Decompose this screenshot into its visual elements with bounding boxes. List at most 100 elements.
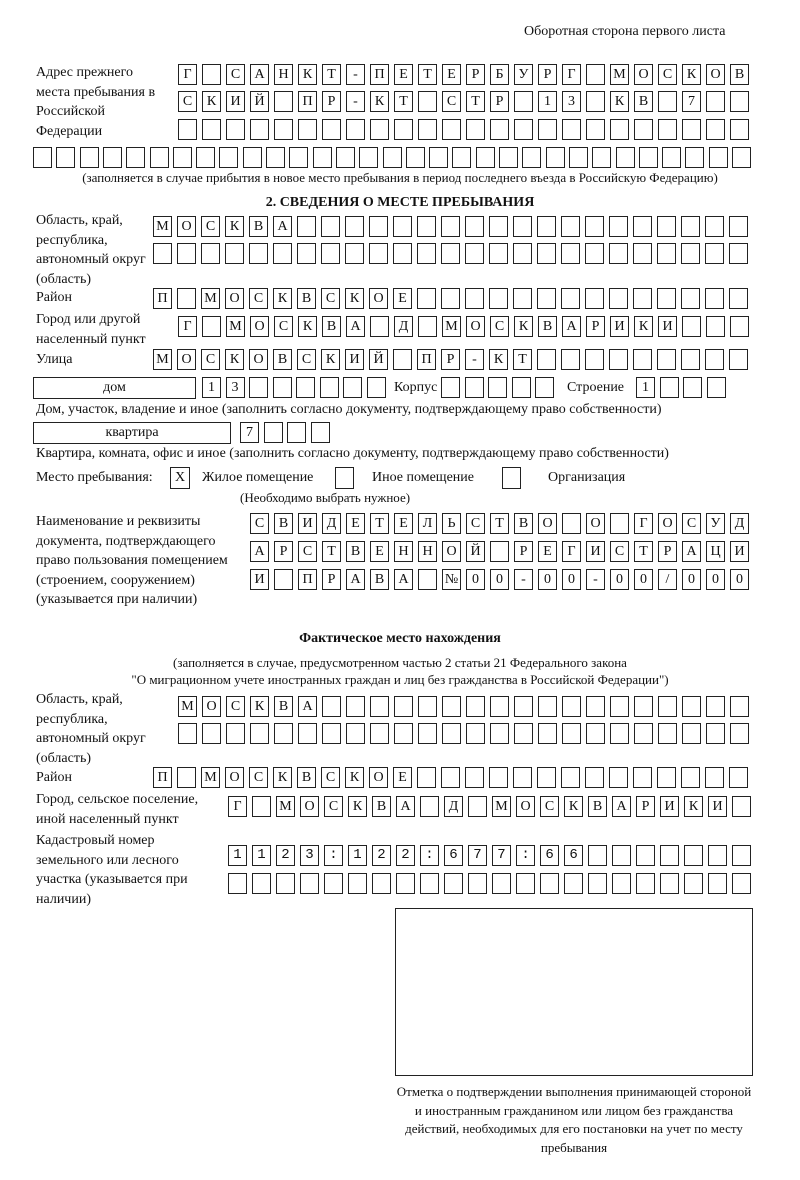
char-cell[interactable]: Е — [346, 513, 365, 534]
char-cell[interactable] — [466, 723, 485, 744]
char-cell[interactable] — [658, 723, 677, 744]
char-cell[interactable] — [706, 119, 725, 140]
char-cell[interactable] — [79, 147, 99, 168]
char-cell[interactable]: Е — [393, 767, 412, 788]
checkbox-other-premises[interactable] — [335, 467, 354, 489]
char-cell[interactable]: В — [274, 513, 293, 534]
char-cell[interactable] — [633, 767, 652, 788]
char-cell[interactable]: А — [612, 796, 631, 817]
char-cell[interactable]: Т — [466, 91, 485, 112]
char-cell[interactable] — [346, 119, 365, 140]
char-cell[interactable] — [634, 696, 653, 717]
char-cell[interactable] — [585, 216, 604, 237]
char-cell[interactable] — [490, 696, 509, 717]
char-cell[interactable]: 0 — [610, 569, 629, 590]
char-cell[interactable] — [297, 243, 316, 264]
char-cell[interactable]: П — [298, 91, 317, 112]
char-cell[interactable] — [102, 147, 122, 168]
char-cell[interactable]: А — [394, 569, 413, 590]
char-cell[interactable] — [201, 243, 220, 264]
char-cell[interactable]: О — [249, 349, 268, 370]
char-cell[interactable]: В — [297, 288, 316, 309]
char-cell[interactable]: Т — [322, 541, 341, 562]
char-cell[interactable] — [564, 845, 583, 866]
char-cell[interactable] — [369, 243, 388, 264]
char-cell[interactable]: М — [201, 767, 220, 788]
char-cell[interactable]: Т — [634, 541, 653, 562]
char-cell[interactable] — [633, 216, 652, 237]
char-cell[interactable]: Р — [466, 64, 485, 85]
char-cell[interactable] — [418, 569, 437, 590]
char-cell[interactable] — [266, 147, 285, 168]
char-cell[interactable]: В — [322, 316, 341, 337]
char-cell[interactable] — [298, 723, 317, 744]
char-cell[interactable] — [681, 243, 700, 264]
char-cell[interactable]: И — [610, 316, 629, 337]
char-cell[interactable]: В — [588, 796, 607, 817]
char-cell[interactable]: У — [706, 513, 725, 534]
char-cell[interactable]: 3 — [562, 91, 581, 112]
char-cell[interactable]: М — [153, 216, 172, 237]
char-cell[interactable]: К — [610, 91, 629, 112]
char-cell[interactable] — [609, 349, 628, 370]
char-cell[interactable] — [586, 119, 605, 140]
char-cell[interactable]: Г — [562, 541, 581, 562]
char-cell[interactable] — [562, 696, 581, 717]
char-cell[interactable] — [561, 767, 580, 788]
char-cell[interactable]: В — [346, 541, 365, 562]
char-cell[interactable] — [441, 288, 460, 309]
char-cell[interactable]: Н — [418, 541, 437, 562]
char-cell[interactable] — [492, 873, 511, 894]
char-cell[interactable] — [359, 147, 379, 168]
char-cell[interactable]: - — [346, 64, 365, 85]
char-cell[interactable] — [442, 696, 461, 717]
char-cell[interactable]: С — [442, 91, 461, 112]
char-cell[interactable] — [405, 147, 425, 168]
char-cell[interactable]: К — [634, 316, 653, 337]
char-cell[interactable]: И — [660, 796, 679, 817]
char-cell[interactable] — [226, 119, 245, 140]
char-cell[interactable] — [196, 147, 216, 168]
char-cell[interactable]: К — [298, 316, 317, 337]
char-cell[interactable]: Н — [274, 64, 293, 85]
char-cell[interactable] — [225, 243, 244, 264]
char-cell[interactable] — [592, 147, 612, 168]
char-cell[interactable]: С — [249, 767, 268, 788]
char-cell[interactable]: К — [514, 316, 533, 337]
char-cell[interactable]: Д — [322, 513, 341, 534]
char-cell[interactable] — [382, 147, 402, 168]
char-cell[interactable] — [274, 91, 293, 112]
char-cell[interactable] — [540, 845, 559, 866]
char-cell[interactable] — [609, 767, 628, 788]
char-cell[interactable] — [586, 696, 605, 717]
char-cell[interactable] — [685, 147, 705, 168]
char-cell[interactable]: С — [178, 91, 197, 112]
char-cell[interactable] — [609, 216, 628, 237]
checkbox-organization[interactable] — [502, 467, 521, 489]
char-cell[interactable] — [634, 119, 653, 140]
char-cell[interactable] — [658, 91, 677, 112]
char-cell[interactable] — [370, 316, 389, 337]
char-cell[interactable] — [348, 845, 367, 866]
char-cell[interactable]: Е — [538, 541, 557, 562]
char-cell[interactable]: 3 — [225, 377, 245, 398]
char-cell[interactable]: К — [370, 91, 389, 112]
char-cell[interactable] — [489, 767, 508, 788]
char-cell[interactable]: С — [321, 288, 340, 309]
char-cell[interactable] — [444, 845, 463, 866]
char-cell[interactable] — [732, 845, 751, 866]
char-cell[interactable]: А — [396, 796, 415, 817]
char-cell[interactable] — [545, 147, 565, 168]
char-cell[interactable]: И — [730, 541, 749, 562]
char-cell[interactable]: С — [274, 316, 293, 337]
char-cell[interactable] — [489, 216, 508, 237]
char-cell[interactable]: К — [225, 216, 244, 237]
char-cell[interactable] — [370, 119, 389, 140]
char-cell[interactable]: К — [273, 767, 292, 788]
char-cell[interactable] — [372, 845, 391, 866]
char-cell[interactable] — [468, 873, 487, 894]
char-cell[interactable] — [324, 845, 343, 866]
char-cell[interactable] — [514, 696, 533, 717]
char-cell[interactable] — [708, 147, 728, 168]
char-cell[interactable]: С — [490, 316, 509, 337]
